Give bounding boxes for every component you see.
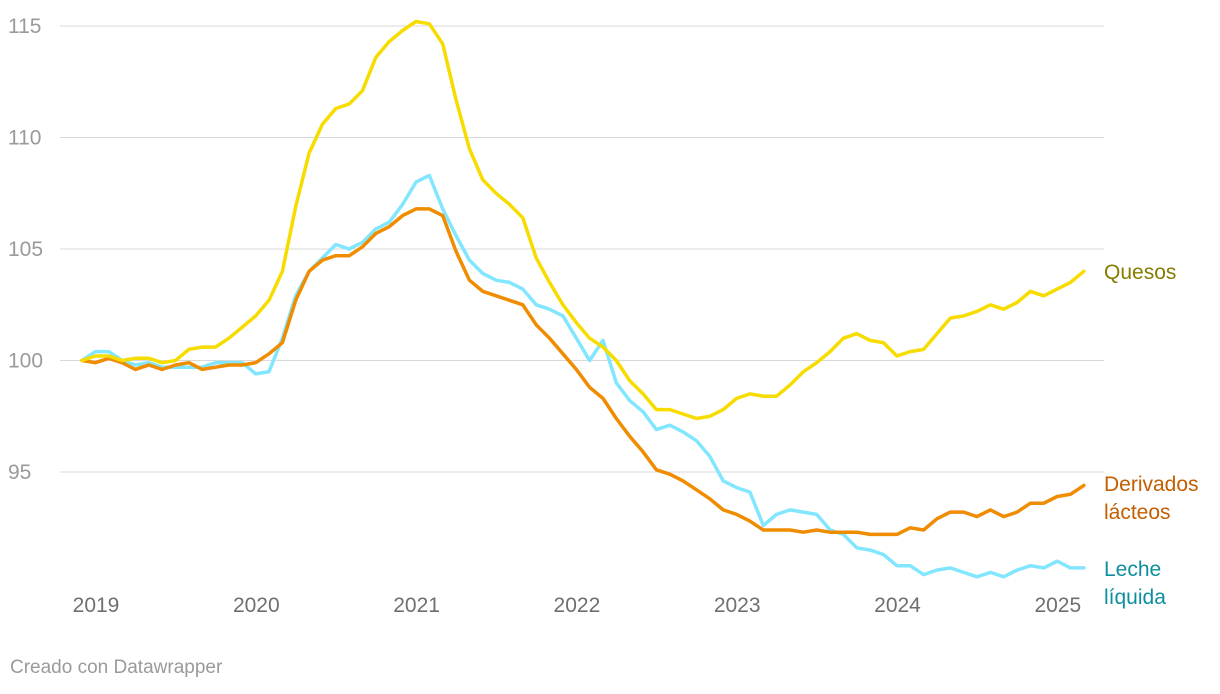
x-tick-label-2021: 2021 [393,594,440,617]
series-label-quesos: Quesos [1104,261,1176,284]
series-line-leche-l-quida [80,173,1086,579]
y-tick-label-100: 100 [8,350,43,373]
y-tick-label-110: 110 [8,127,41,150]
y-tick-label-105: 105 [8,238,43,261]
series-label-derivados-l-cteos: Derivados lácteos [1104,473,1199,524]
series-lines [80,19,1086,579]
series-label-leche-l-quida: Leche líquida [1104,558,1166,609]
series-line-derivados-l-cteos [80,207,1086,537]
x-axis-tick-labels: 2019 2020 2021 2022 2023 2024 2025 [73,594,1082,617]
series-line-quesos [80,19,1086,421]
gridlines [60,25,1104,473]
x-tick-label-2024: 2024 [874,594,921,617]
x-tick-label-2023: 2023 [714,594,761,617]
x-tick-label-2025: 2025 [1034,594,1081,617]
y-tick-label-115: 115 [8,15,41,38]
x-tick-label-2019: 2019 [73,594,120,617]
y-axis-tick-labels: 95 100 105 110 115 [8,15,43,484]
x-tick-label-2022: 2022 [554,594,601,617]
series-labels: Quesos Derivados lácteos Leche líquida [1104,261,1199,609]
credit-text: Creado con Datawrapper [10,657,223,678]
y-tick-label-95: 95 [8,461,31,484]
x-tick-label-2020: 2020 [233,594,280,617]
